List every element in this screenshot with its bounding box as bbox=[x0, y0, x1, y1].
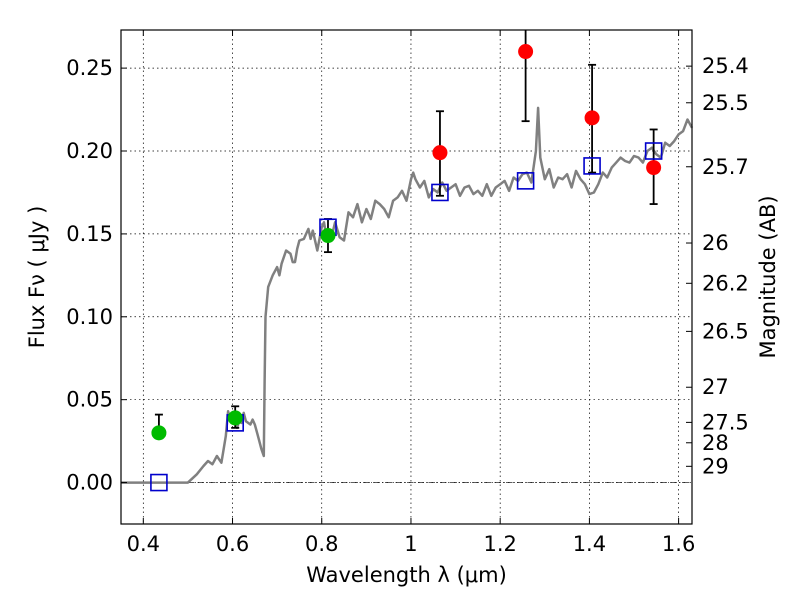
y-tick-label: 0.05 bbox=[66, 388, 113, 412]
y2-tick-label: 26.2 bbox=[702, 271, 749, 295]
error-bar-layer bbox=[154, 30, 658, 434]
x-tick-label: 0.6 bbox=[216, 532, 249, 556]
y2-tick-label: 27.5 bbox=[702, 410, 749, 434]
model-photometry-square bbox=[516, 172, 535, 190]
y2-tick-label: 25.7 bbox=[702, 155, 749, 179]
x-tick-label: 1 bbox=[404, 532, 417, 556]
x-axis-label: Wavelength λ (μm) bbox=[306, 563, 507, 587]
model-spectrum-layer bbox=[121, 106, 694, 484]
model-photometry-square bbox=[431, 183, 449, 202]
observed-optical-point bbox=[151, 425, 167, 441]
x-tick-label: 1.2 bbox=[483, 532, 516, 556]
y2-tick-label: 27 bbox=[702, 375, 729, 399]
plot-frame bbox=[120, 29, 693, 525]
y2-tick-label: 26.5 bbox=[702, 319, 749, 343]
tick-labels-layer: 0.4 0.6 0.8 1 1.2 1.4 1.6 0.00 0.05 0.10 0.15 0.20 0… bbox=[66, 54, 749, 556]
x-tick-label: 0.4 bbox=[127, 532, 160, 556]
y2-tick-label: 25.4 bbox=[702, 54, 749, 78]
observed-nir-point bbox=[646, 160, 662, 176]
model-photometry-square bbox=[150, 473, 168, 492]
x-tick-label: 0.8 bbox=[305, 532, 338, 556]
grid bbox=[121, 30, 692, 524]
observed-nir-point bbox=[518, 44, 534, 60]
observed-optical-point bbox=[320, 228, 336, 244]
x-tick-label: 1.6 bbox=[662, 532, 695, 556]
observed-optical-point bbox=[227, 410, 243, 426]
model-spectrum-line bbox=[121, 106, 694, 484]
y2-axis-label: Magnitude (AB) bbox=[756, 195, 780, 358]
y-tick-label: 0.00 bbox=[66, 471, 113, 495]
model-photometry-square bbox=[583, 157, 601, 175]
y-tick-label: 0.15 bbox=[66, 222, 113, 246]
y-tick-label: 0.20 bbox=[66, 139, 113, 163]
y-tick-label: 0.25 bbox=[66, 56, 113, 80]
ticks-layer bbox=[121, 30, 692, 524]
y2-tick-label: 25.5 bbox=[702, 91, 749, 115]
y2-tick-label: 28 bbox=[702, 431, 729, 455]
y-axis-label: Flux Fν ( μJy ) bbox=[25, 206, 49, 349]
data-points-layer bbox=[150, 44, 663, 492]
y2-tick-label: 29 bbox=[702, 454, 729, 478]
observed-nir-point bbox=[432, 145, 448, 161]
y2-tick-label: 26 bbox=[702, 231, 729, 255]
x-tick-label: 1.4 bbox=[573, 532, 606, 556]
model-photometry-square bbox=[644, 142, 663, 160]
observed-nir-point bbox=[584, 110, 600, 126]
y-tick-label: 0.10 bbox=[66, 305, 113, 329]
